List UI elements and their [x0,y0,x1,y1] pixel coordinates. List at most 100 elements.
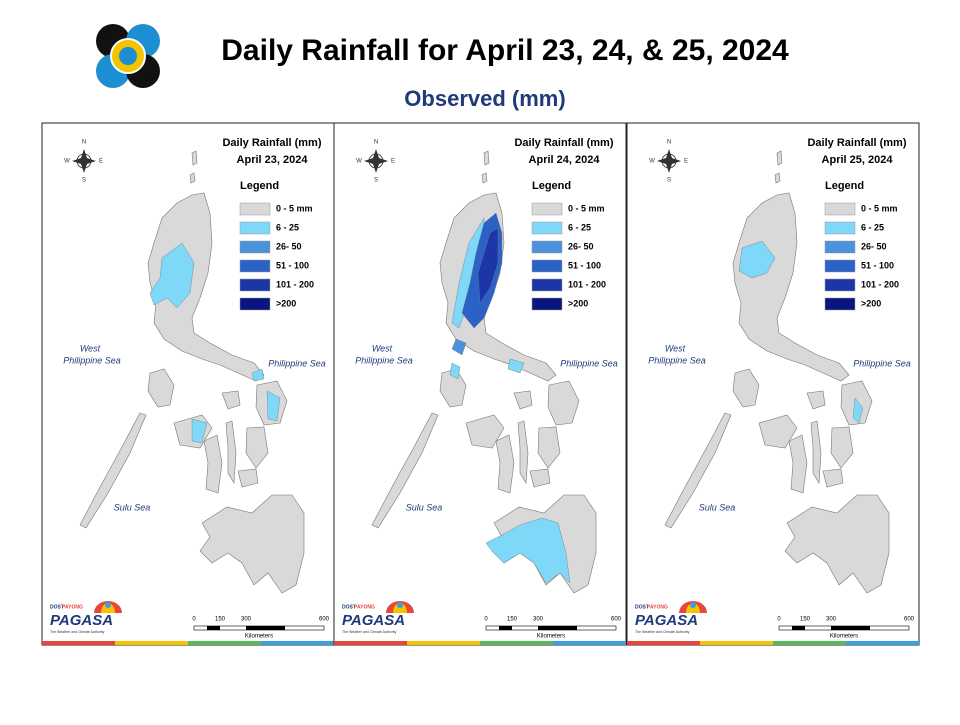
panel-date: April 23, 2024 [237,154,309,166]
legend-label: >200 [276,298,296,308]
sea-label: Philippine Sea [268,358,326,368]
sea-label: Sulu Sea [114,502,151,512]
color-stripe [334,641,407,645]
island [830,426,854,469]
scale-label: 600 [319,617,330,623]
scale-label: 300 [241,617,252,623]
panel-title: Daily Rainfall (mm) [514,137,613,149]
legend-swatch [239,297,271,311]
logo-name: PAGASA [50,612,113,629]
legend-swatch [824,240,856,254]
logo-name: PAGASA [342,612,405,629]
scale-bar-fill [538,626,577,630]
island [199,494,305,594]
map [79,150,305,594]
scale-label: 0 [484,617,488,623]
legend-swatch [531,278,563,292]
island [758,414,798,449]
legend-label: 51 - 100 [568,260,601,270]
color-stripe [42,641,115,645]
island [481,172,488,184]
rain-area [266,390,281,422]
compass-label: E [684,159,688,165]
compass-ring [368,153,384,169]
scale-label: 0 [777,617,781,623]
legend-title: Legend [532,180,571,192]
color-stripe [553,641,626,645]
compass-label: E [391,159,395,165]
compass-label: N [82,140,86,146]
scale-label: 150 [215,617,226,623]
island [806,390,826,410]
sea-label: Sulu Sea [406,502,443,512]
sea-label: Philippine Sea [560,358,618,368]
rain-area [477,227,499,304]
logo-name: PAGASA [635,612,698,629]
color-stripe [773,641,846,645]
island [371,412,439,529]
logo-agency: DOST [635,604,649,610]
sea-label: West [80,343,101,353]
legend-label: 26- 50 [276,241,302,251]
color-stripe [261,641,334,645]
island [237,468,259,488]
compass: N S E W [64,140,103,184]
logo-sun [105,602,111,608]
legend-label: 0 - 5 mm [861,203,898,213]
legend-title: Legend [240,180,279,192]
legend-swatch [824,278,856,292]
island [776,150,783,166]
color-stripe [115,641,188,645]
island [147,368,175,408]
sea-label: Philippine Sea [853,358,911,368]
compass-label: N [374,140,378,146]
rain-area [191,418,208,444]
island [810,420,822,484]
legend-swatch [239,221,271,235]
legend-swatch [824,297,856,311]
island [465,414,505,449]
compass-ring [661,153,677,169]
legend-label: 101 - 200 [276,279,314,289]
island [495,434,515,494]
sea-label: West [372,343,393,353]
scale-label: 150 [507,617,518,623]
legend-label: 26- 50 [861,241,887,251]
logo-sun [690,602,696,608]
scale-unit: Kilometers [537,634,565,640]
legend-swatch [824,221,856,235]
island [221,390,241,410]
legend-swatch [824,202,856,216]
legend-swatch [239,240,271,254]
legend-swatch [239,278,271,292]
page-subtitle: Observed (mm) [404,86,565,111]
island [537,426,561,469]
map-panel: N S E W Daily Rainfall (mm) April 23, 2024 Leg… [41,122,335,646]
logo-program: PAYONG [647,604,668,610]
color-stripe [700,641,773,645]
panel-title: Daily Rainfall (mm) [222,137,321,149]
legend-label: >200 [861,298,881,308]
logo-sun [397,602,403,608]
legend-label: 51 - 100 [861,260,894,270]
scale-label: 150 [800,617,811,623]
scale-bar-fill [792,626,805,630]
island [784,494,890,594]
legend-label: 51 - 100 [276,260,309,270]
legend-swatch [531,221,563,235]
panel-title: Daily Rainfall (mm) [807,137,906,149]
legend-label: 101 - 200 [568,279,606,289]
island [529,468,551,488]
color-stripe [480,641,553,645]
island [147,192,265,382]
compass-label: W [64,159,70,165]
island [439,192,557,382]
island [191,150,198,166]
legend-swatch [531,259,563,273]
sea-label: Sulu Sea [699,502,736,512]
color-stripe [627,641,700,645]
sea-label: Philippine Sea [355,355,413,365]
